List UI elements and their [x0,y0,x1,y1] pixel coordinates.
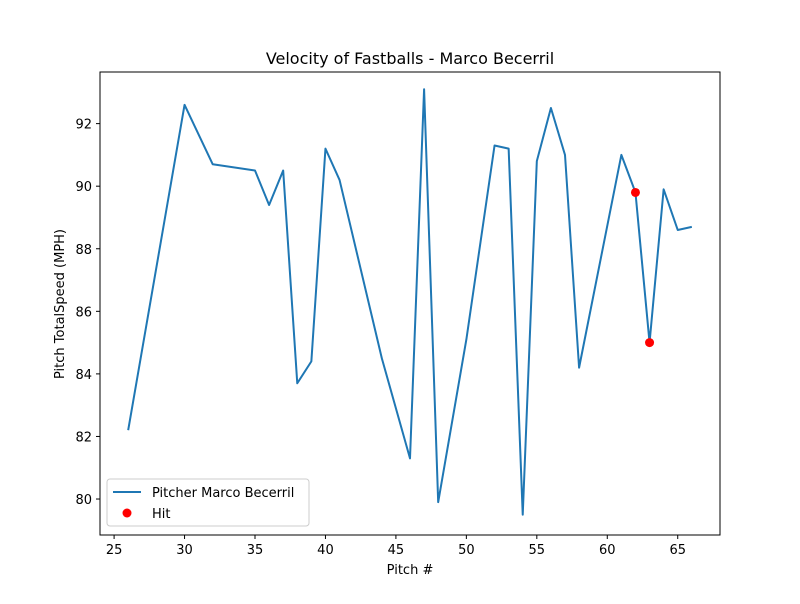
x-tick-label: 35 [247,543,264,558]
x-axis-label: Pitch # [387,563,434,578]
y-axis: 80 82 84 86 88 90 92 [75,118,100,508]
x-tick-label: 65 [669,543,686,558]
legend-box [106,478,310,527]
y-tick-label: 88 [75,243,92,258]
y-tick-label: 80 [75,493,92,508]
plot-area [127,88,693,516]
x-tick-label: 45 [388,543,405,558]
x-tick-label: 60 [599,543,616,558]
hit-point [645,338,655,348]
y-tick-label: 90 [75,180,92,195]
y-tick-label: 92 [75,118,92,133]
x-tick-label: 50 [458,543,475,558]
y-tick-label: 82 [75,430,92,445]
legend-dot-swatch [122,508,132,518]
legend-label-hit: Hit [152,507,170,522]
y-axis-label: Pitch TotalSpeed (MPH) [53,229,68,379]
x-tick-label: 30 [176,543,193,558]
chart-title: Velocity of Fastballs - Marco Becerril [266,49,554,68]
x-tick-label: 25 [106,543,123,558]
x-tick-label: 40 [317,543,334,558]
legend: Pitcher Marco Becerril Hit [106,478,310,527]
hit-point [630,187,640,197]
y-tick-label: 86 [75,305,92,320]
axes-frame [99,71,721,536]
series-line-pitcher [127,88,693,516]
x-tick-label: 55 [529,543,546,558]
legend-label-pitcher: Pitcher Marco Becerril [152,486,294,501]
y-tick-label: 84 [75,368,92,383]
x-axis: 25 30 35 40 45 50 55 60 65 [106,535,686,558]
